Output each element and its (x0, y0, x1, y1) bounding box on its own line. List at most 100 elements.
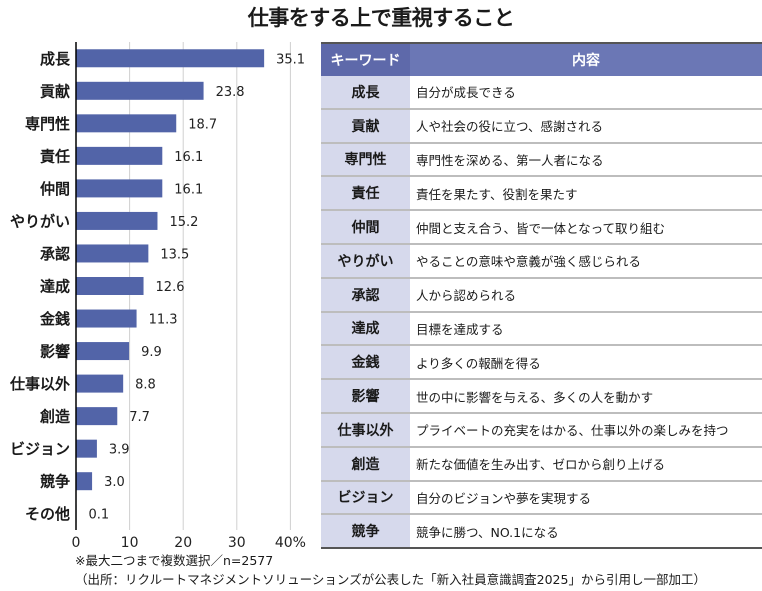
table-row: 金銭 より多くの報酬を得る (321, 344, 762, 380)
category-label: 影響 (40, 343, 70, 361)
bar (76, 374, 124, 393)
table-row: ビジョン 自分のビジョンや夢を実現する (321, 479, 762, 515)
keyword-cell: 貢献 (321, 107, 410, 143)
content-cell: 自分のビジョンや夢を実現する (410, 479, 762, 515)
footnote-source: （出所：リクルートマネジメントソリューションズが公表した「新入社員意識調査202… (75, 572, 706, 587)
bar (76, 211, 158, 230)
header-content: 内容 (410, 43, 762, 76)
table-body: 成長 自分が成長できる 貢献 人や社会の役に立つ、感謝される 専門性 専門性を深める、第一… (321, 76, 762, 549)
table-row: 影響 世の中に影響を与える、多くの人を動かす (321, 378, 762, 413)
keyword-cell: 金銭 (321, 344, 410, 380)
category-label: 責任 (40, 147, 70, 165)
content-cell: プライベートの充実をはかる、仕事以外の楽しみを持つ (410, 411, 762, 447)
table-row: 達成 目標を達成する (321, 310, 762, 346)
bar (76, 49, 265, 68)
table-row: 仕事以外 プライベートの充実をはかる、仕事以外の楽しみを持つ (321, 411, 762, 447)
content-cell: 世の中に影響を与える、多くの人を動かす (410, 378, 762, 413)
bar (76, 439, 97, 458)
table-row: 貢献 人や社会の役に立つ、感謝される (321, 107, 762, 143)
bar (76, 309, 137, 328)
category-label: 専門性 (25, 115, 70, 133)
chart-title: 仕事をする上で重視すること (247, 6, 515, 30)
table-row: 創造 新たな価値を生み出す、ゼロから創り上げる (321, 445, 762, 481)
category-label: 達成 (40, 278, 70, 296)
value-label: 12.6 (156, 280, 185, 295)
bar (76, 407, 118, 426)
content-cell: 目標を達成する (410, 310, 762, 346)
table-row: 競争 競争に勝つ、NO.1になる (321, 513, 762, 549)
bar (76, 179, 163, 198)
table-row: 承認 人から認められる (321, 276, 762, 312)
content-cell: 人から認められる (410, 276, 762, 312)
bar (76, 277, 144, 295)
category-label: 金銭 (39, 310, 70, 328)
value-label: 0.1 (89, 508, 110, 523)
keyword-cell: 達成 (321, 310, 410, 346)
value-label: 16.1 (174, 150, 203, 165)
bar (76, 81, 204, 100)
value-label: 16.1 (174, 182, 203, 197)
keyword-cell: やりがい (321, 242, 410, 278)
x-tick-label: 30 (228, 535, 246, 551)
content-cell: 新たな価値を生み出す、ゼロから創り上げる (410, 445, 762, 481)
keyword-cell: 成長 (321, 76, 410, 109)
content-cell: 専門性を深める、第一人者になる (410, 141, 762, 177)
x-tick-label: 40% (275, 535, 306, 551)
value-label: 9.9 (141, 345, 162, 360)
keyword-cell: ビジョン (321, 479, 410, 515)
bar (76, 342, 130, 361)
value-label: 3.0 (104, 475, 125, 490)
value-label: 35.1 (276, 52, 305, 67)
value-label: 18.7 (188, 117, 217, 132)
header-keyword: キーワード (321, 43, 410, 76)
value-label: 11.3 (149, 313, 178, 328)
footnote-selection: ※最大二つまで複数選択／n=2577 (75, 553, 274, 568)
bar (76, 244, 149, 263)
category-label: やりがい (10, 212, 70, 230)
content-cell: やることの意味や意義が強く感じられる (410, 242, 762, 278)
category-label: 競争 (40, 473, 70, 491)
category-label: 貢献 (40, 82, 70, 100)
keyword-cell: 影響 (321, 378, 410, 413)
content-cell: 仲間と支え合う、皆で一体となって取り組む (410, 209, 762, 244)
table-header-row: キーワード 内容 (321, 43, 762, 76)
content-cell: 人や社会の役に立つ、感謝される (410, 107, 762, 143)
category-label: 承認 (40, 245, 70, 263)
table-row: 責任 責任を果たす、役割を果たす (321, 175, 762, 211)
x-tick-label: 20 (174, 535, 192, 551)
x-tick-label: 10 (121, 535, 139, 551)
category-label: 成長 (40, 50, 71, 68)
bar-chart: 0 10 20 30 40% 成長 35.1 貢献 23.8 専門性 18.7 責任 16.1 仲間 16.… (9, 42, 306, 551)
table-row: 仲間 仲間と支え合う、皆で一体となって取り組む (321, 209, 762, 244)
table-row: 成長 自分が成長できる (321, 76, 762, 109)
content-cell: 自分が成長できる (410, 76, 762, 109)
category-label: 仕事以外 (9, 375, 70, 393)
value-label: 13.5 (160, 247, 189, 262)
value-label: 15.2 (169, 215, 198, 230)
category-label: 仲間 (40, 180, 70, 198)
keyword-table: キーワード 内容 成長 自分が成長できる 貢献 人や社会の役に立つ、感謝される 専門性専… (321, 42, 762, 550)
keyword-cell: 仕事以外 (321, 411, 410, 447)
keyword-cell: 仲間 (321, 209, 410, 244)
keyword-cell: 責任 (321, 175, 410, 211)
category-label: ビジョン (10, 440, 70, 458)
keyword-cell: 専門性 (321, 141, 410, 177)
x-tick-label: 0 (72, 535, 81, 551)
category-label: その他 (25, 505, 70, 523)
value-label: 8.8 (135, 378, 156, 393)
bar (76, 114, 177, 133)
keyword-cell: 競争 (321, 513, 410, 549)
table-row: やりがい やることの意味や意義が強く感じられる (321, 242, 762, 278)
bar (76, 146, 163, 165)
bar (76, 472, 93, 491)
keyword-cell: 創造 (321, 445, 410, 481)
content-cell: 責任を果たす、役割を果たす (410, 175, 762, 211)
content-cell: 競争に勝つ、NO.1になる (410, 513, 762, 549)
table-row: 専門性 専門性を深める、第一人者になる (321, 141, 762, 177)
content-cell: より多くの報酬を得る (410, 344, 762, 380)
value-label: 23.8 (216, 85, 245, 100)
value-label: 7.7 (129, 410, 150, 425)
category-label: 創造 (39, 408, 70, 426)
keyword-cell: 承認 (321, 276, 410, 312)
value-label: 3.9 (109, 443, 130, 458)
